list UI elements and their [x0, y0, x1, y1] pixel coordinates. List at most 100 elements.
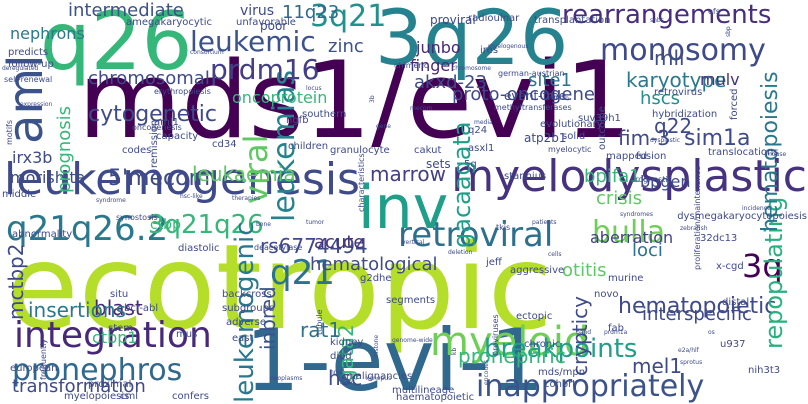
word-leukemogenesis: leukemogenesis: [4, 154, 360, 205]
word-sets: sets: [426, 157, 451, 171]
word-32dc13: 32dc13: [700, 233, 738, 244]
word-rearrangements: rearrangements: [562, 0, 772, 30]
word-stem: stem: [108, 323, 134, 334]
word-german-austrian: german-austrian: [498, 69, 565, 78]
word-novo: novo: [594, 289, 619, 300]
word-incidence: incidence: [742, 205, 771, 212]
word-genome-wide: genome-wide: [392, 337, 433, 344]
word-poor: poor: [260, 19, 288, 33]
word-motifs: motifs: [5, 119, 14, 145]
word-mus: mus: [176, 329, 198, 340]
word-otitis: otitis: [562, 260, 607, 281]
word-crisis: crisis: [596, 188, 643, 209]
word-myelogenous: myelogenous: [488, 43, 529, 50]
word-cohort: cohort: [544, 379, 577, 390]
word-site1: site1: [528, 70, 572, 91]
word-cml: cml: [120, 391, 139, 402]
word-g2dhe: g2dhe: [360, 273, 392, 284]
word-pronephric: pronephric: [458, 344, 566, 368]
word-3b: 3b: [369, 95, 376, 104]
word-fusion: fusion: [636, 151, 667, 162]
word-chimeric: chimeric: [394, 61, 429, 70]
word-event-free: event-free: [504, 89, 567, 103]
word-q21: q21: [270, 253, 335, 293]
word-akxd-23: akxd-23: [414, 72, 487, 93]
word-bulla: bulla: [592, 215, 666, 250]
word-irx3b: irx3b: [12, 148, 53, 167]
word-solid: solid: [562, 131, 586, 142]
word-morishita: morishita: [10, 168, 86, 187]
word-chromosomal: chromosomal: [88, 68, 210, 89]
word-asxl1: asxl1: [468, 143, 495, 154]
word-evolutionary: evolutionary: [540, 119, 603, 130]
word-backcross: backcross: [222, 289, 272, 300]
word-q21q26-2: q21q26.2: [6, 209, 169, 249]
word-deletion: deletion: [448, 249, 473, 256]
word-histone: histone: [373, 335, 380, 358]
word-middle: middle: [2, 189, 37, 200]
word-predicts: predicts: [8, 47, 49, 58]
word-hematological: hematological: [310, 254, 438, 275]
word-tumor: tumor: [306, 219, 325, 226]
word-kb: kb: [451, 347, 458, 356]
word-q26: q26: [40, 0, 193, 88]
word-blast: blast: [94, 296, 143, 320]
word-x-cgd: x-cgd: [716, 261, 744, 272]
word-cd34: cd34: [212, 139, 237, 150]
word-mel1: mel1: [632, 354, 683, 378]
word-ires: ires: [480, 45, 499, 56]
word-u937: u937: [720, 339, 746, 350]
word-methyltransferases: methyltransferases: [494, 103, 572, 112]
word-proximal: proximal: [88, 379, 132, 390]
word-myeloid: myeloid: [430, 319, 590, 365]
word-virus: virus: [240, 3, 275, 19]
word-translocations: translocations: [708, 147, 779, 158]
word-tubule: tubule: [315, 309, 324, 335]
word-pronephros: pronephros: [12, 353, 183, 388]
word-forced: forced: [729, 88, 740, 120]
word-deacetylase: deacetylase: [254, 243, 303, 252]
word-syndrome: syndrome: [96, 197, 126, 204]
word-mapped: mapped: [606, 151, 648, 162]
word-oncoprotein: oncoprotein: [232, 88, 328, 107]
word-aggressive: aggressive: [510, 265, 565, 276]
word-hsc-like: hsc-like: [180, 193, 203, 200]
word-integration: integration: [14, 315, 212, 356]
word-loci: loci: [632, 240, 663, 261]
word-insertions: insertions: [28, 298, 126, 322]
word-5-mecom: 5'mecom: [108, 166, 210, 191]
word-subgroups: subgroups: [222, 303, 275, 314]
word-sbp: sbp: [725, 26, 732, 37]
word-prdm1a: prdm1a: [604, 329, 628, 336]
word-ngfb: ngfb: [286, 115, 309, 126]
word-murine: murine: [608, 273, 644, 284]
word-ctbp: ctbp: [150, 217, 181, 233]
word-ectopic: ectopic: [516, 311, 553, 322]
word-died: died: [330, 351, 352, 362]
word-transformation: transformation: [12, 376, 146, 397]
word-malignancies: malignancies: [346, 371, 413, 382]
word-amegakaryocytic: amegakaryocytic: [126, 17, 213, 28]
word-retroviral: retroviral: [398, 215, 554, 255]
word-proviral: proviral: [430, 13, 476, 27]
word-prdm16: prdm16: [210, 53, 320, 86]
word-snbs: snbs: [650, 17, 664, 24]
word-cytogenetic: cytogenetic: [88, 102, 218, 127]
word-distal: distal: [722, 297, 750, 308]
word-myelodysplastic: myelodysplastic: [451, 151, 807, 202]
word-locus: locus: [306, 85, 322, 92]
word-transplantation: transplantation: [534, 15, 611, 26]
word-marrow: marrow: [370, 162, 446, 186]
word-mctbp2: mctbp2: [4, 243, 28, 320]
word-kidney: kidney: [330, 337, 364, 348]
word-gacaagata: gacaagata: [448, 120, 476, 248]
word-diastolic: diastolic: [178, 243, 220, 254]
word-finger: finger: [410, 56, 457, 75]
word-sim1a: sim1a: [684, 126, 751, 151]
word-xenopus: xenopus: [366, 375, 392, 382]
word-cakut: cakut: [414, 145, 442, 156]
word-rs6774494: rs6774494: [260, 234, 368, 258]
word-gene: gene: [376, 123, 391, 130]
word-deregulated: deregulated: [2, 65, 39, 72]
